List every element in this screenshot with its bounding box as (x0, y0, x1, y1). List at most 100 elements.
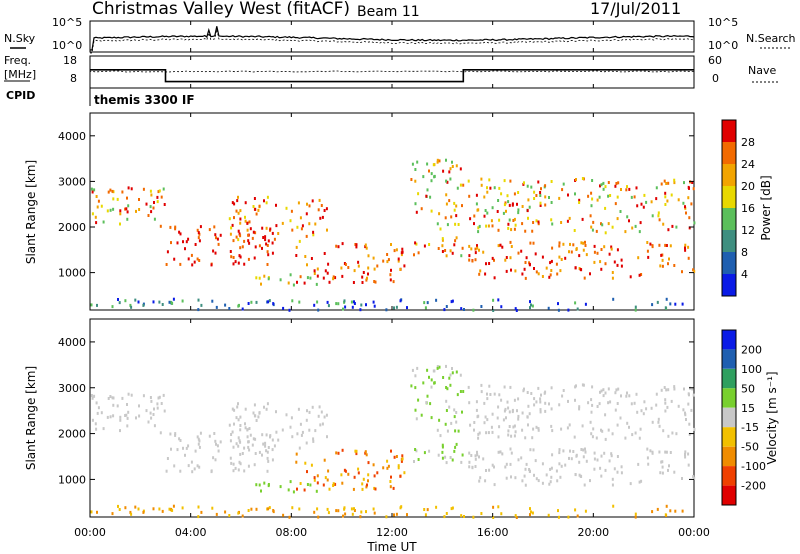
power-cell (126, 217, 129, 221)
velocity-cell (290, 416, 293, 420)
power-cell (247, 257, 250, 261)
power-cell (347, 266, 350, 269)
power-cell (477, 230, 480, 234)
power-cell (397, 257, 400, 261)
power-cell (243, 262, 246, 266)
velocity-cell (361, 487, 364, 491)
power-cell (124, 207, 127, 211)
power-cell (285, 206, 288, 210)
power-cell (411, 162, 414, 166)
velocity-cell (558, 451, 561, 455)
power-cell (550, 259, 553, 263)
power-cell (664, 203, 667, 206)
velocity-cell (603, 451, 606, 455)
power-cell (265, 226, 268, 230)
power-cell (291, 299, 294, 303)
velocity-cell (179, 469, 182, 473)
velocity-cell (430, 385, 433, 389)
velocity-cell (321, 422, 324, 426)
velocity-cell (147, 420, 150, 424)
power-cell (362, 271, 365, 274)
power-cell (691, 181, 694, 184)
power-cell (657, 211, 660, 215)
power-cell (445, 202, 448, 206)
velocity-cell (119, 418, 122, 422)
power-cell (620, 258, 623, 262)
velocity-cell (559, 475, 562, 479)
velocity-cell (258, 450, 261, 454)
velocity-cell (454, 429, 457, 433)
power-cell (121, 190, 124, 194)
velocity-cell (674, 509, 677, 513)
power-cell (638, 230, 641, 234)
power-cell (509, 256, 512, 260)
velocity-cell (661, 460, 664, 464)
power-cell (616, 248, 619, 252)
power-cell (449, 167, 452, 171)
velocity-cell (359, 515, 362, 519)
power-cell (675, 225, 678, 229)
power-cell (344, 305, 347, 309)
power-cell (268, 299, 271, 303)
velocity-cell (607, 387, 610, 391)
power-cell (608, 252, 611, 256)
velocity-cell (539, 400, 542, 404)
power-cell (683, 181, 685, 185)
velocity-cell (451, 458, 454, 462)
velocity-cell (624, 436, 627, 440)
power-cell (537, 220, 540, 224)
power-cell (493, 258, 495, 262)
velocity-cell (153, 407, 155, 411)
power-cell (442, 169, 445, 173)
power-cell (238, 232, 241, 236)
power-cell (517, 251, 520, 255)
velocity-cell (248, 427, 251, 430)
velocity-cell (596, 458, 599, 462)
power-cell (127, 186, 130, 190)
power-cell (667, 262, 669, 266)
power-cell (406, 306, 408, 310)
velocity-cell (390, 449, 392, 453)
power-cell (517, 208, 520, 212)
colorbar-tick-label: -100 (741, 460, 766, 473)
power-cell (373, 304, 376, 308)
velocity-cell (514, 476, 517, 480)
velocity-cell (100, 411, 103, 415)
velocity-cell (681, 477, 683, 480)
power-cell (119, 209, 122, 213)
power-cell (688, 216, 691, 220)
velocity-cell (525, 462, 528, 466)
power-cell (109, 188, 112, 192)
power-cell (325, 207, 328, 211)
velocity-cell (165, 469, 168, 473)
velocity-cell (337, 509, 340, 513)
velocity-cell (446, 429, 449, 433)
power-cell (446, 223, 449, 227)
x-tick-label: 00:00 (678, 526, 710, 539)
power-cell (125, 207, 128, 211)
velocity-cell (517, 414, 520, 418)
velocity-cell (364, 450, 367, 454)
power-cell (591, 197, 594, 201)
velocity-cell (549, 467, 552, 471)
power-cell (238, 254, 241, 258)
velocity-cell (637, 462, 640, 466)
power-cell (241, 245, 244, 249)
power-cell (306, 263, 308, 267)
velocity-cell (551, 453, 554, 457)
power-cell (474, 251, 477, 255)
power-cell (660, 182, 663, 186)
power-cell (485, 262, 487, 266)
power-cell (170, 300, 172, 304)
power-cell (531, 229, 534, 233)
velocity-cell (236, 405, 239, 409)
power-cell (165, 263, 168, 266)
power-cell (529, 241, 532, 245)
power-cell (414, 168, 417, 171)
power-cell (643, 193, 646, 197)
power-cell (138, 198, 140, 201)
velocity-cell (635, 392, 638, 396)
power-cell (626, 215, 629, 219)
colorbar-swatch (722, 208, 736, 230)
power-cell (530, 185, 533, 189)
